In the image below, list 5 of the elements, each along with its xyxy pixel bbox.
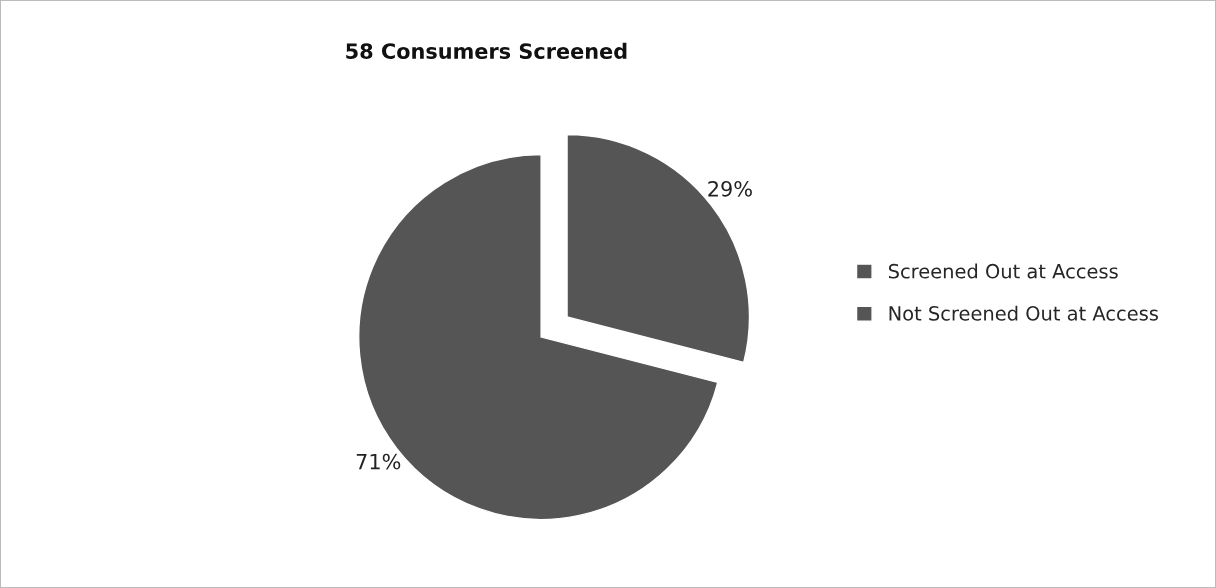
legend-label: Screened Out at Access xyxy=(888,263,1118,279)
chart-title: 58 Consumers Screened xyxy=(346,42,627,59)
data-label: 71% xyxy=(356,453,401,470)
legend-label: Not Screened Out at Access xyxy=(889,305,1158,321)
data-label: 29% xyxy=(708,180,752,197)
